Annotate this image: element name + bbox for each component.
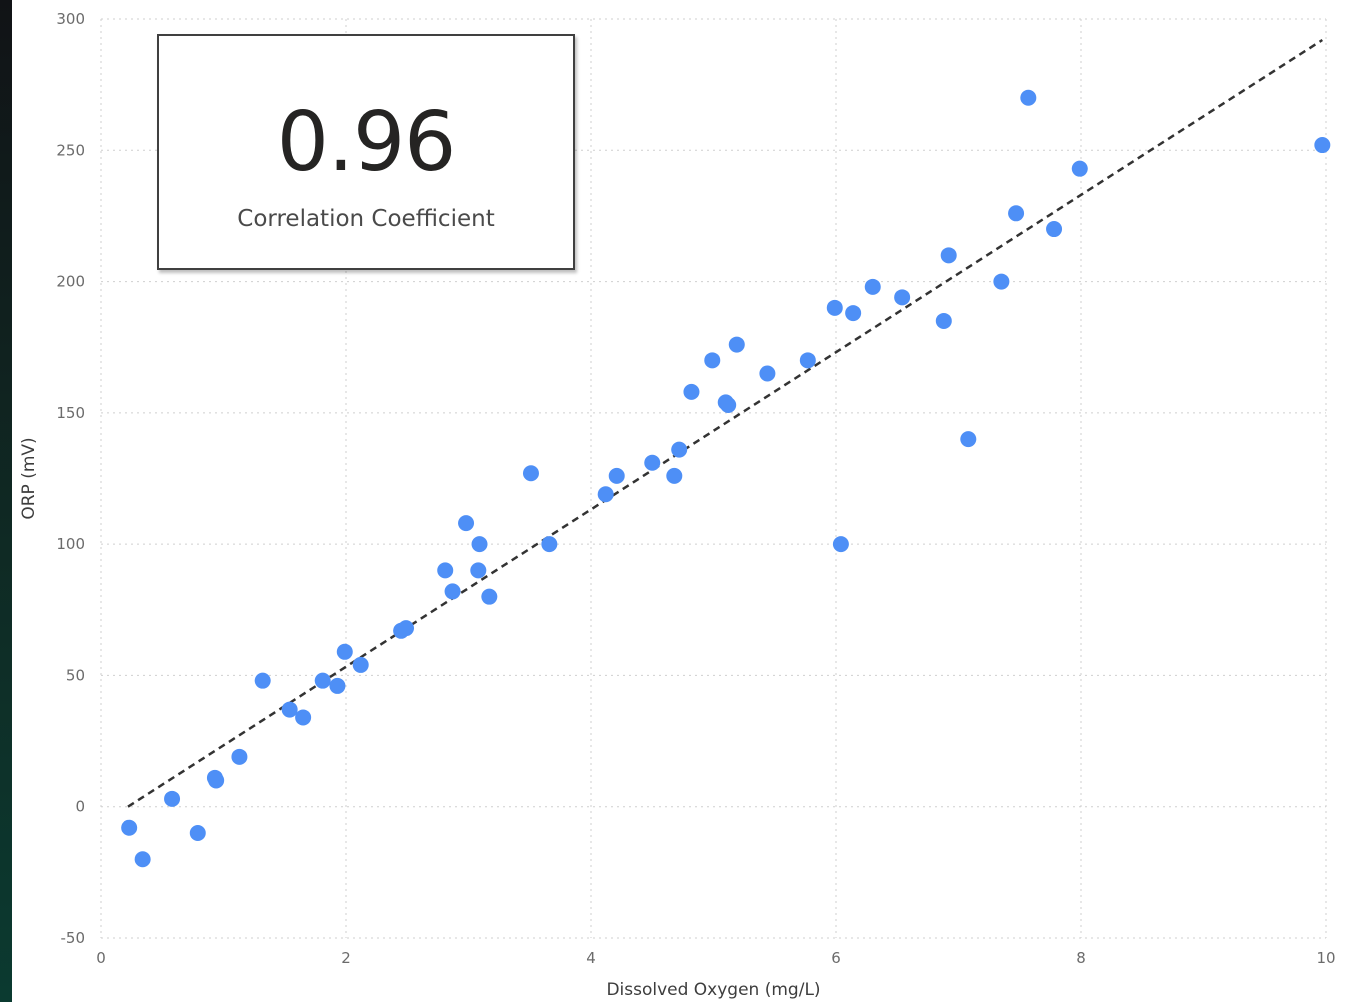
data-point[interactable] — [728, 336, 745, 353]
data-point[interactable] — [644, 454, 661, 471]
data-point[interactable] — [597, 486, 614, 503]
data-point[interactable] — [336, 643, 353, 660]
data-point[interactable] — [1046, 221, 1063, 238]
data-point[interactable] — [1314, 137, 1331, 154]
trendline-path — [127, 38, 1324, 808]
data-point[interactable] — [1008, 205, 1025, 222]
data-point[interactable] — [683, 383, 700, 400]
data-point[interactable] — [481, 588, 498, 605]
data-point[interactable] — [935, 312, 952, 329]
y-tick-label: 250 — [56, 141, 85, 159]
data-point[interactable] — [1071, 160, 1088, 177]
data-point[interactable] — [121, 819, 138, 836]
x-tick-label: 4 — [586, 949, 596, 967]
data-point[interactable] — [1020, 89, 1037, 106]
data-point[interactable] — [437, 562, 454, 579]
y-tick-label: 100 — [56, 535, 85, 553]
y-tick-label: 150 — [56, 404, 85, 422]
data-point[interactable] — [444, 583, 461, 600]
x-tick-label: 8 — [1076, 949, 1086, 967]
data-point[interactable] — [134, 851, 151, 868]
x-tick-label: 0 — [96, 949, 106, 967]
data-points[interactable] — [121, 89, 1331, 868]
data-point[interactable] — [208, 772, 225, 789]
data-point[interactable] — [189, 824, 206, 841]
y-tick-label: 50 — [66, 666, 85, 684]
scatter-chart[interactable]: 0 2 4 6 8 10 -50 0 50 100 150 200 250 300 Dissolved O… — [12, 0, 1366, 1002]
y-tick-label: -50 — [61, 929, 86, 947]
x-tick-label: 6 — [831, 949, 841, 967]
data-point[interactable] — [759, 365, 776, 382]
correlation-card[interactable]: 0.96 Correlation Coefficient — [157, 34, 575, 270]
data-point[interactable] — [281, 701, 298, 718]
data-point[interactable] — [826, 299, 843, 316]
data-point[interactable] — [704, 352, 721, 369]
data-point[interactable] — [458, 515, 475, 532]
data-point[interactable] — [993, 273, 1010, 290]
trendline — [127, 38, 1324, 808]
data-point[interactable] — [470, 562, 487, 579]
axis-ticks: 0 2 4 6 8 10 -50 0 50 100 150 200 250 300 — [56, 10, 1335, 967]
data-point[interactable] — [799, 352, 816, 369]
data-point[interactable] — [832, 536, 849, 553]
y-tick-label: 0 — [75, 798, 85, 816]
correlation-value: 0.96 — [276, 95, 457, 190]
correlation-label: Correlation Coefficient — [237, 206, 495, 232]
data-point[interactable] — [894, 289, 911, 306]
data-point[interactable] — [254, 672, 271, 689]
data-point[interactable] — [314, 672, 331, 689]
y-tick-label: 300 — [56, 10, 85, 28]
data-point[interactable] — [541, 536, 558, 553]
y-axis-title: ORP (mV) — [19, 437, 39, 519]
data-point[interactable] — [295, 709, 312, 726]
data-point[interactable] — [522, 465, 539, 482]
x-axis-title: Dissolved Oxygen (mg/L) — [606, 980, 820, 1000]
x-tick-label: 2 — [341, 949, 351, 967]
data-point[interactable] — [666, 467, 683, 484]
data-point[interactable] — [608, 467, 625, 484]
data-point[interactable] — [845, 305, 862, 322]
data-point[interactable] — [960, 431, 977, 448]
data-point[interactable] — [398, 620, 415, 637]
y-tick-label: 200 — [56, 273, 85, 291]
data-point[interactable] — [940, 247, 957, 264]
data-point[interactable] — [329, 677, 346, 694]
data-point[interactable] — [352, 656, 369, 673]
data-point[interactable] — [864, 278, 881, 295]
data-point[interactable] — [231, 748, 248, 765]
x-tick-label: 10 — [1316, 949, 1335, 967]
data-point[interactable] — [720, 396, 737, 413]
data-point[interactable] — [471, 536, 488, 553]
scatter-visual: 0 2 4 6 8 10 -50 0 50 100 150 200 250 300 Dissolved O… — [12, 0, 1366, 1002]
data-point[interactable] — [164, 790, 181, 807]
data-point[interactable] — [671, 441, 688, 458]
